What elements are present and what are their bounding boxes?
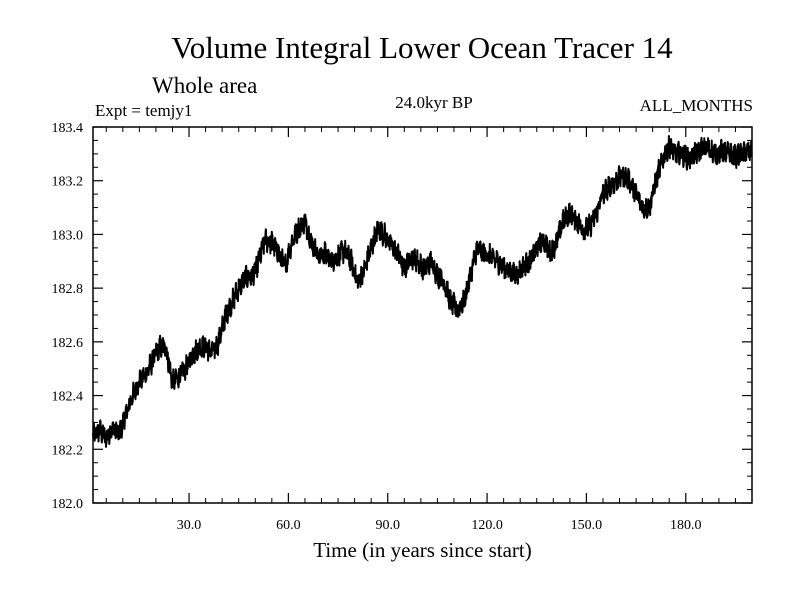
- x-axis-label: Time (in years since start): [313, 538, 532, 562]
- y-tick-label: 182.4: [52, 390, 84, 405]
- x-tick-label: 180.0: [670, 518, 702, 533]
- period-label: 24.0kyr BP: [395, 93, 473, 112]
- chart-title: Volume Integral Lower Ocean Tracer 14: [171, 30, 673, 65]
- y-tick-label: 183.0: [52, 228, 84, 243]
- x-tick-label: 30.0: [177, 518, 202, 533]
- x-tick-label: 120.0: [471, 518, 503, 533]
- x-tick-label: 150.0: [571, 518, 603, 533]
- y-tick-label: 182.6: [52, 336, 84, 351]
- x-tick-label: 90.0: [375, 518, 400, 533]
- y-tick-label: 183.2: [52, 175, 84, 190]
- y-tick-label: 182.8: [52, 282, 84, 297]
- plot-frame: [92, 126, 753, 504]
- x-tick-label: 60.0: [276, 518, 301, 533]
- months-label: ALL_MONTHS: [639, 96, 753, 115]
- y-tick-label: 182.0: [52, 497, 84, 512]
- series-line: [92, 135, 753, 448]
- tick-labels: 30.0 60.0 90.0 120.0 150.0 180.0 182.0 182.2 182…: [52, 121, 702, 533]
- experiment-label: Expt = temjy1: [95, 101, 193, 120]
- chart-subtitle: Whole area: [152, 73, 258, 98]
- y-tick-label: 183.4: [52, 121, 84, 136]
- y-tick-label: 182.2: [52, 443, 84, 458]
- axis-ticks: [93, 126, 752, 504]
